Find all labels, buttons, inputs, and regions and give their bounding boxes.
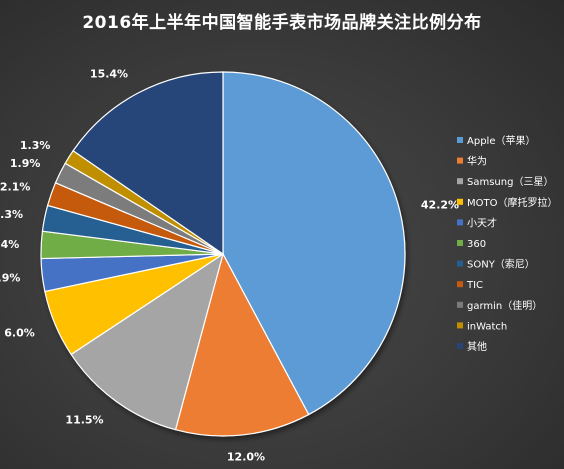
legend-label: Apple（苹果） xyxy=(467,134,535,147)
legend-swatch xyxy=(457,157,463,164)
legend-swatch xyxy=(457,343,463,349)
legend-label: SONY（索尼） xyxy=(467,258,535,271)
data-label: 11.5% xyxy=(65,413,103,426)
legend-swatch xyxy=(457,198,463,205)
legend-label: TIC xyxy=(466,280,483,291)
data-label: 1.3% xyxy=(20,139,51,152)
legend-item: 小天才 xyxy=(457,216,497,229)
legend-label: inWatch xyxy=(467,321,507,332)
legend-item: 360 xyxy=(457,239,486,250)
legend: Apple（苹果） 华为 Samsung（三星） MOTO（摩托罗拉） 小天才 360 SO… xyxy=(457,134,557,353)
legend-label: 华为 xyxy=(467,155,487,168)
legend-swatch xyxy=(457,240,463,246)
legend-item: Samsung（三星） xyxy=(457,176,553,188)
data-label: 2.9% xyxy=(0,272,20,285)
legend-item: 华为 xyxy=(457,155,487,168)
pie-slice xyxy=(222,71,406,416)
chart-title: 2016年上半年中国智能手表市场品牌关注比例分布 xyxy=(82,13,482,33)
legend-label: Samsung（三星） xyxy=(467,176,553,188)
legend-swatch xyxy=(457,281,463,288)
data-label: 1.9% xyxy=(10,157,41,170)
legend-swatch xyxy=(457,260,463,267)
legend-label: 其他 xyxy=(467,340,487,353)
legend-item: MOTO（摩托罗拉） xyxy=(457,196,557,209)
legend-swatch xyxy=(457,178,463,185)
data-label: 2.3% xyxy=(0,208,23,221)
legend-item: inWatch xyxy=(457,321,507,332)
legend-item: 其他 xyxy=(457,340,487,353)
legend-item: SONY（索尼） xyxy=(457,258,535,271)
data-label: 12.0% xyxy=(227,451,265,464)
pie-slices xyxy=(40,71,406,437)
pie-slice xyxy=(70,252,224,431)
data-labels: 42.2% 12.0% 11.5% 6.0% 2.9% 2.4% 2.3% 2.1% 1.9% 1… xyxy=(0,67,459,463)
pie-slice xyxy=(174,252,310,437)
data-label: 2.1% xyxy=(0,181,30,194)
pie-slice xyxy=(72,71,224,256)
legend-label: 小天才 xyxy=(467,216,497,229)
legend-swatch xyxy=(457,301,463,308)
legend-swatch xyxy=(457,322,463,329)
data-label: 42.2% xyxy=(421,199,459,212)
data-label: 2.4% xyxy=(0,238,19,251)
legend-label: 360 xyxy=(467,239,486,250)
legend-label: MOTO（摩托罗拉） xyxy=(467,196,557,209)
legend-item: garmin（佳明） xyxy=(457,299,542,312)
legend-swatch xyxy=(457,137,463,143)
legend-swatch xyxy=(457,219,463,226)
data-label: 15.4% xyxy=(90,67,128,80)
legend-item: TIC xyxy=(457,280,483,291)
legend-item: Apple（苹果） xyxy=(457,134,535,147)
legend-label: garmin（佳明） xyxy=(467,299,542,312)
data-label: 6.0% xyxy=(4,327,35,340)
